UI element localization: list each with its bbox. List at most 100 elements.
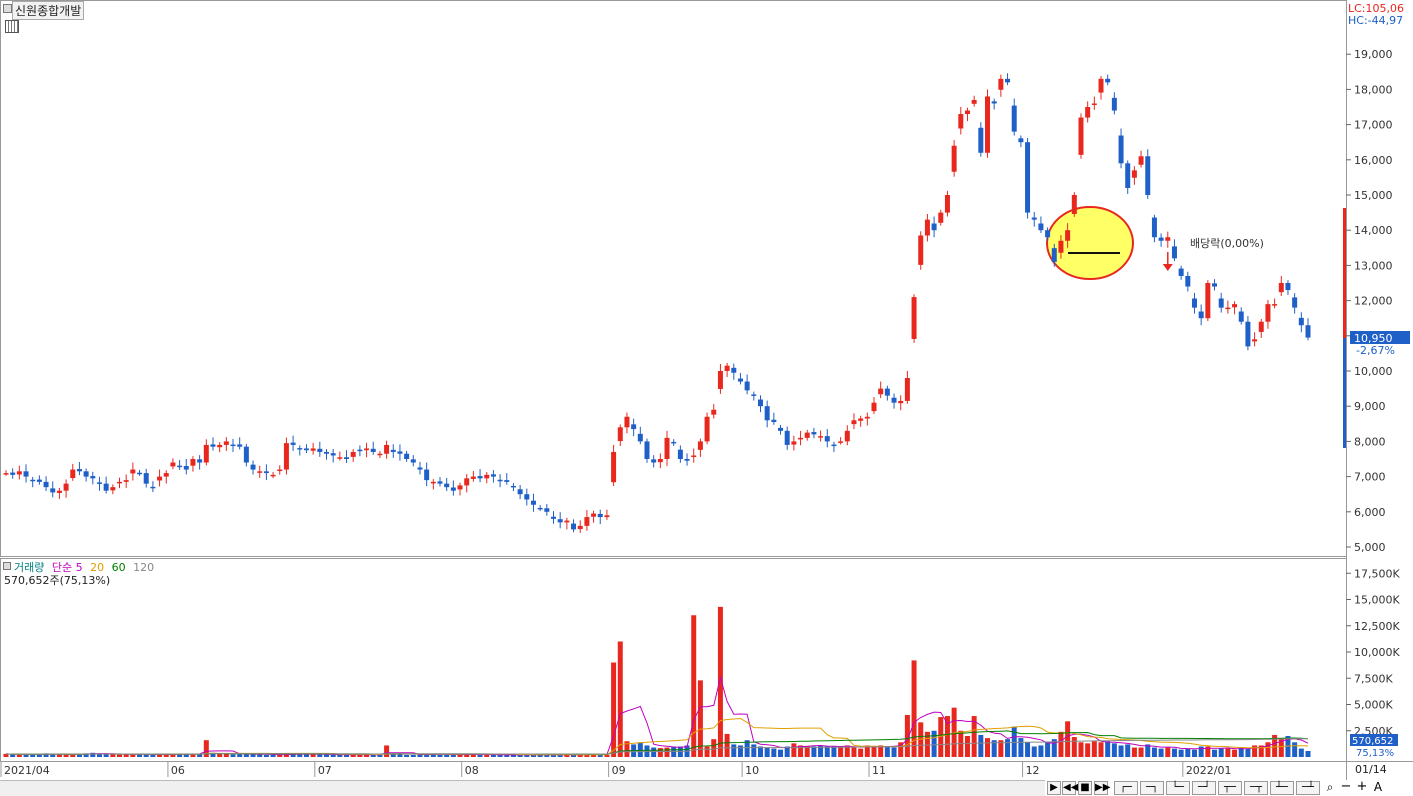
scrollbar-track[interactable] xyxy=(0,780,1045,796)
candle-body xyxy=(544,508,550,512)
candle-body xyxy=(190,459,196,466)
volume-bar xyxy=(297,753,303,757)
volume-tick-label: 12,500K xyxy=(1354,620,1400,633)
candle-body xyxy=(851,420,857,425)
candle-body xyxy=(437,481,443,484)
candle-body xyxy=(110,487,116,491)
volume-bar xyxy=(771,748,777,757)
volume-bar xyxy=(1065,721,1071,757)
volume-bar xyxy=(424,753,430,757)
volume-bar xyxy=(1165,747,1171,757)
volume-bar xyxy=(931,730,937,757)
volume-bar xyxy=(964,736,970,757)
candle-body xyxy=(157,476,163,481)
volume-bar xyxy=(804,746,810,757)
candle-body xyxy=(283,443,289,470)
volume-bar xyxy=(537,754,543,757)
price-tick-label: 5,000 xyxy=(1354,541,1386,554)
candle-body xyxy=(404,453,410,459)
volume-tick-label: 17,500K xyxy=(1354,567,1400,580)
zoom-range-4-icon[interactable]: ─┘ xyxy=(1192,781,1216,795)
zoom-range-1-icon[interactable]: ┌─ xyxy=(1114,781,1138,795)
zoom-range-3-icon[interactable]: └─ xyxy=(1166,781,1190,795)
candle-body xyxy=(76,469,82,472)
candle-body xyxy=(717,371,723,389)
volume-bar xyxy=(170,753,176,757)
volume-bar xyxy=(1051,739,1057,757)
volume-bar xyxy=(557,754,563,757)
candle-body xyxy=(530,500,536,505)
volume-bar xyxy=(884,746,890,757)
candle-body xyxy=(744,381,750,391)
candle-body xyxy=(564,520,570,523)
candle-body xyxy=(1252,339,1258,342)
volume-legend: 거래량 단순 5 20 60 120 xyxy=(14,559,154,575)
zoom-range-7-icon[interactable]: ┴─ xyxy=(1270,781,1294,795)
candle-body xyxy=(1218,298,1224,308)
volume-bar xyxy=(377,754,383,757)
candle-body xyxy=(197,459,203,463)
candle-body xyxy=(90,476,96,479)
zoom-range-2-icon[interactable]: ─┐ xyxy=(1140,781,1164,795)
search-icon[interactable]: ⌕ xyxy=(1326,780,1334,794)
volume-bar xyxy=(637,742,643,757)
rewind-icon[interactable]: ◀◀ xyxy=(1062,781,1079,795)
candle-body xyxy=(303,448,309,451)
x-tick-label: 2022/01 xyxy=(1186,764,1232,777)
auto-scale-icon[interactable]: A xyxy=(1373,780,1383,794)
x-tick-label: 2021/04 xyxy=(4,764,50,777)
volume-bar xyxy=(1225,748,1231,757)
candle-body xyxy=(1198,311,1204,319)
candle-body xyxy=(263,471,269,474)
volume-bar xyxy=(1212,749,1218,757)
volume-bar xyxy=(904,715,910,757)
candle-body xyxy=(964,110,970,115)
volume-bar xyxy=(143,754,149,757)
candle-body xyxy=(884,388,890,396)
price-tick-label: 19,000 xyxy=(1354,48,1393,61)
volume-bar xyxy=(230,754,236,757)
candle-body xyxy=(1125,163,1131,188)
volume-pane-border xyxy=(0,558,1347,762)
volume-pane-toggle-icon[interactable] xyxy=(3,562,11,570)
zoom-range-8-icon[interactable]: ─┴ xyxy=(1296,781,1320,795)
candle-body xyxy=(671,441,677,444)
candle-body xyxy=(243,446,249,463)
candle-body xyxy=(103,483,109,491)
volume-bar xyxy=(237,753,243,757)
volume-bar xyxy=(818,745,824,757)
volume-bar xyxy=(277,754,283,757)
price-tick-label: 12,000 xyxy=(1354,295,1393,308)
candle-body xyxy=(117,481,123,484)
volume-bar xyxy=(1238,747,1244,757)
volume-bar xyxy=(1191,749,1197,757)
scroll-right-icon[interactable]: ▶ xyxy=(1047,781,1061,795)
volume-bar xyxy=(1098,742,1104,757)
volume-bar xyxy=(991,740,997,757)
zoom-range-6-icon[interactable]: ─┬ xyxy=(1244,781,1268,795)
zoom-in-icon[interactable]: + xyxy=(1356,779,1368,794)
range-bar-up xyxy=(1343,208,1346,338)
calendar-icon[interactable] xyxy=(5,20,19,33)
price-tick-label: 7,000 xyxy=(1354,471,1386,484)
zoom-range-5-icon[interactable]: ┬─ xyxy=(1218,781,1242,795)
zoom-out-icon[interactable]: − xyxy=(1340,779,1352,794)
candle-body xyxy=(737,378,743,382)
volume-bar xyxy=(3,753,9,757)
pane-toggle-icon[interactable] xyxy=(3,4,12,13)
candle-body xyxy=(537,507,543,510)
candle-body xyxy=(1298,317,1304,326)
volume-bar xyxy=(323,754,329,757)
candle-body xyxy=(1131,170,1137,178)
candle-body xyxy=(210,444,216,447)
candle-body xyxy=(1085,107,1091,118)
fast-forward-icon[interactable]: ▶▶ xyxy=(1094,781,1111,795)
candle-body xyxy=(10,472,16,475)
volume-bar xyxy=(110,754,116,757)
candle-body xyxy=(1278,283,1284,293)
candle-body xyxy=(377,453,383,456)
price-tick-label: 18,000 xyxy=(1354,83,1393,96)
candle-body xyxy=(250,464,256,470)
stop-icon[interactable]: ■ xyxy=(1078,781,1092,795)
volume-bar xyxy=(1131,747,1137,757)
